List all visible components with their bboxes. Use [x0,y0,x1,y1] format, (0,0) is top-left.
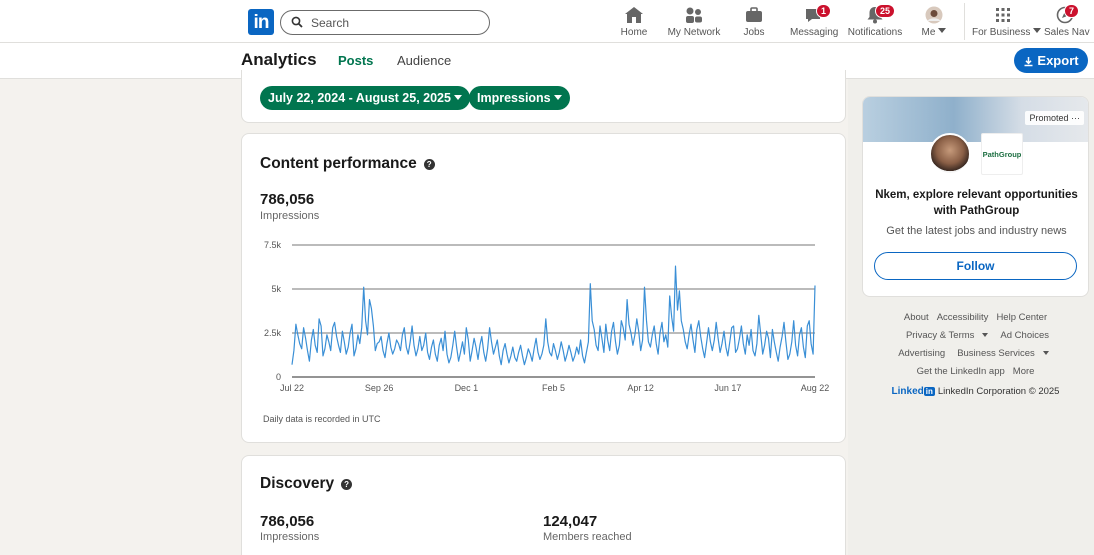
chevron-down-icon [453,95,462,100]
tab-posts[interactable]: Posts [338,53,374,68]
date-range-dropdown[interactable]: July 22, 2024 - August 25, 2025 [260,86,470,110]
footer-link-business-services[interactable]: Business Services [953,348,1053,359]
avatar [920,6,948,25]
ad-headline: Nkem, explore relevant opportunities wit… [875,189,1078,217]
linkedin-logo[interactable]: in [248,9,274,35]
impressions-value: 786,056 [260,191,315,208]
global-nav: in Home My Network Jobs 1 Messaging 25 N… [0,0,1094,43]
footer-link-advertising[interactable]: Advertising [898,348,946,359]
chevron-down-icon [938,28,947,33]
corporation-line: Linked in LinkedIn Corporation © 2025 [891,386,1060,397]
nav-for-business[interactable]: For Business [972,6,1042,40]
x-tick-label: Jul 22 [280,383,304,393]
impressions-line-chart[interactable]: 0 2.5k 5k 7.5k Jul 22 Sep 26 Dec 1 Feb 5 Apr 12 J… [242,134,845,404]
discovery-impressions-value: 786,056 [260,513,315,530]
x-tick-label: Aug 22 [801,383,830,393]
x-tick-label: Feb 5 [542,383,565,393]
footer-link-ad-choices[interactable]: Ad Choices [1000,330,1050,341]
company-logo[interactable]: PathGroup [981,133,1023,175]
footer-link-accessibility[interactable]: Accessibility [936,312,989,323]
x-tick-label: Jun 17 [714,383,741,393]
nav-home[interactable]: Home [618,6,650,40]
chevron-down-icon [1033,28,1042,33]
follow-button[interactable]: Follow [874,252,1077,280]
nav-sales-nav[interactable]: 7 Sales Nav [1044,4,1090,38]
nav-me[interactable]: Me [920,6,948,40]
search-box[interactable] [280,10,490,35]
chevron-down-icon [1042,351,1049,355]
linkedin-wordmark: Linked [891,386,924,397]
y-tick-label: 5k [271,284,281,294]
y-tick-label: 0 [276,372,281,382]
compass-icon: 7 [1044,4,1086,25]
linkedin-in-logo: in [923,387,935,396]
utc-note: Daily data is recorded in UTC [263,414,381,424]
footer-link-help-center[interactable]: Help Center [996,312,1048,323]
footer-link-about[interactable]: About [903,312,929,323]
x-tick-label: Apr 12 [627,383,654,393]
content-performance-card: Content performance? 786,056 Impressions… [241,133,846,443]
y-tick-label: 2.5k [264,328,282,338]
metric-dropdown[interactable]: Impressions [469,86,570,110]
notifications-badge: 25 [875,4,896,18]
discovery-title: Discovery? [260,475,353,493]
footer-link-privacy[interactable]: Privacy & Terms [902,330,992,341]
messaging-icon: 1 [790,4,838,25]
impressions-label: Impressions [260,210,320,222]
promoted-label[interactable]: Promoted ··· [1025,111,1084,125]
chevron-down-icon [982,333,989,337]
members-reached-value: 124,047 [543,513,598,530]
series-line-impressions [291,265,816,366]
briefcase-icon [740,6,768,25]
network-icon [667,6,721,25]
home-icon [618,6,650,25]
footer-link-get-app[interactable]: Get the LinkedIn app [916,366,1005,377]
help-icon[interactable]: ? [423,159,435,170]
tab-audience[interactable]: Audience [397,53,452,68]
chevron-down-icon [553,95,562,100]
download-icon [1024,57,1033,67]
grid-icon [972,6,1034,25]
footer-links: About Accessibility Help Center Privacy & … [862,310,1089,397]
nav-divider [964,3,965,40]
nav-messaging[interactable]: 1 Messaging [790,4,839,38]
content-performance-title: Content performance? [260,155,435,173]
discovery-card: Discovery? 786,056 Impressions 124,047 M… [241,455,846,555]
x-tick-label: Sep 26 [365,383,394,393]
x-tick-label: Dec 1 [455,383,479,393]
promoted-ad-card[interactable]: Promoted ··· PathGroup Nkem, explore rel… [862,96,1089,297]
discovery-impressions-label: Impressions [260,531,320,543]
footer-link-more[interactable]: More [1012,366,1035,377]
sales-nav-badge: 7 [1064,4,1080,18]
members-reached-label: Members reached [543,531,632,543]
help-icon[interactable]: ? [341,479,353,490]
search-input[interactable] [311,13,481,32]
y-tick-label: 7.5k [264,240,282,250]
nav-jobs[interactable]: Jobs [740,6,768,40]
member-avatar [929,133,971,175]
export-button[interactable]: Export [1014,48,1088,73]
messaging-badge: 1 [816,4,832,18]
filters-card: July 22, 2024 - August 25, 2025 Impressi… [241,70,846,123]
more-options-icon[interactable]: ··· [1071,113,1080,123]
nav-notifications[interactable]: 25 Notifications [847,4,903,38]
nav-my-network[interactable]: My Network [667,6,721,40]
page-title: Analytics [241,50,317,69]
search-icon [291,16,303,28]
bell-icon: 25 [847,4,903,25]
ad-subtext: Get the latest jobs and industry news [886,225,1067,237]
